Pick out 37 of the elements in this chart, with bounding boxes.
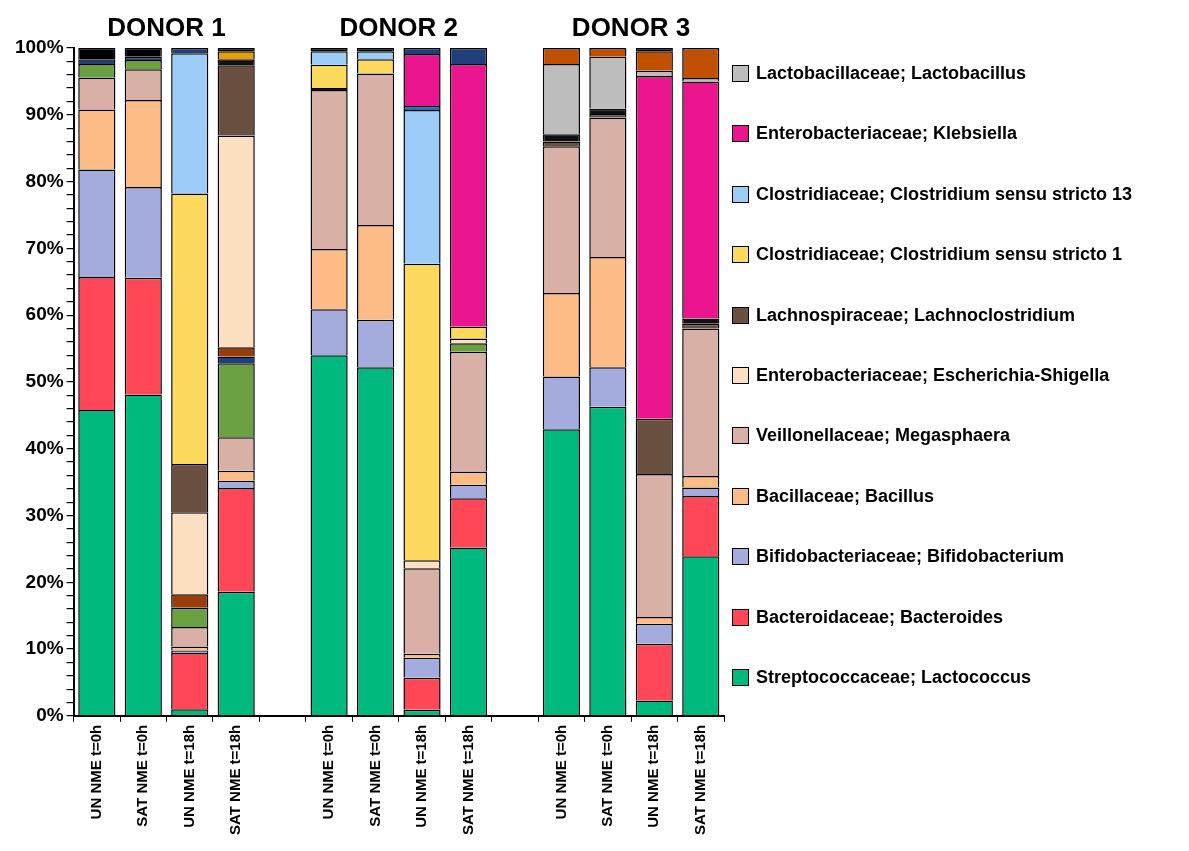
- y-tick-label: 80%: [25, 169, 64, 191]
- x-tick-label: UN NME t=0h: [319, 724, 337, 820]
- y-tick-label: 0%: [36, 704, 64, 726]
- legend-label: Bacillaceae; Bacillus: [756, 485, 935, 507]
- text: DONOR 2: [339, 12, 459, 43]
- y-tick-label: 10%: [25, 637, 64, 659]
- x-tick-label: SAT NME t=0h: [598, 724, 615, 827]
- y-tick-label: 20%: [25, 570, 64, 592]
- legend-label: Enterobacteriaceae; Escherichia-Shigella: [756, 364, 1110, 386]
- x-tick-label: SAT NME t=18h: [458, 724, 476, 835]
- legend-label: Bifidobacteriaceae; Bifidobacterium: [756, 546, 1065, 568]
- text: DONOR 1: [107, 12, 226, 43]
- x-tick-label: SAT NME t=18h: [226, 724, 244, 835]
- legend-label: Clostridiaceae; Clostridium sensu stricto 13: [756, 183, 1133, 205]
- y-tick-label: 30%: [25, 503, 64, 525]
- x-tick-label: UN NME t=0h: [86, 724, 104, 820]
- x-tick-label: SAT NME t=18h: [690, 724, 708, 835]
- x-tick-label: UN NME t=18h: [412, 724, 430, 828]
- y-tick-label: 40%: [25, 436, 64, 458]
- legend-label: Streptococcaceae; Lactococcus: [756, 666, 1032, 688]
- y-tick-label: 70%: [25, 236, 64, 258]
- y-tick-label: 50%: [25, 370, 64, 392]
- x-tick-label: SAT NME t=0h: [133, 724, 151, 827]
- text: DONOR 3: [571, 12, 691, 43]
- legend-label: Bacteroidaceae; Bacteroides: [756, 606, 1004, 628]
- x-tick-label: UN NME t=18h: [179, 724, 197, 828]
- y-tick-label: 60%: [25, 303, 64, 325]
- legend-label: Enterobacteriaceae; Klebsiella: [756, 123, 1018, 145]
- y-tick-label: 100%: [14, 36, 64, 58]
- x-tick-label: UN NME t=0h: [551, 724, 569, 820]
- y-tick-label: 90%: [25, 103, 64, 125]
- legend-label: Veillonellaceae; Megasphaera: [756, 425, 1011, 447]
- legend-label: Lachnospiraceae; Lachnoclostridium: [756, 304, 1076, 326]
- x-tick-label: UN NME t=18h: [644, 724, 662, 828]
- legend-label: Clostridiaceae; Clostridium sensu stricto 1: [756, 244, 1123, 266]
- x-tick-label: SAT NME t=0h: [365, 724, 383, 827]
- legend-label: Lactobacillaceae; Lactobacillus: [756, 63, 1027, 84]
